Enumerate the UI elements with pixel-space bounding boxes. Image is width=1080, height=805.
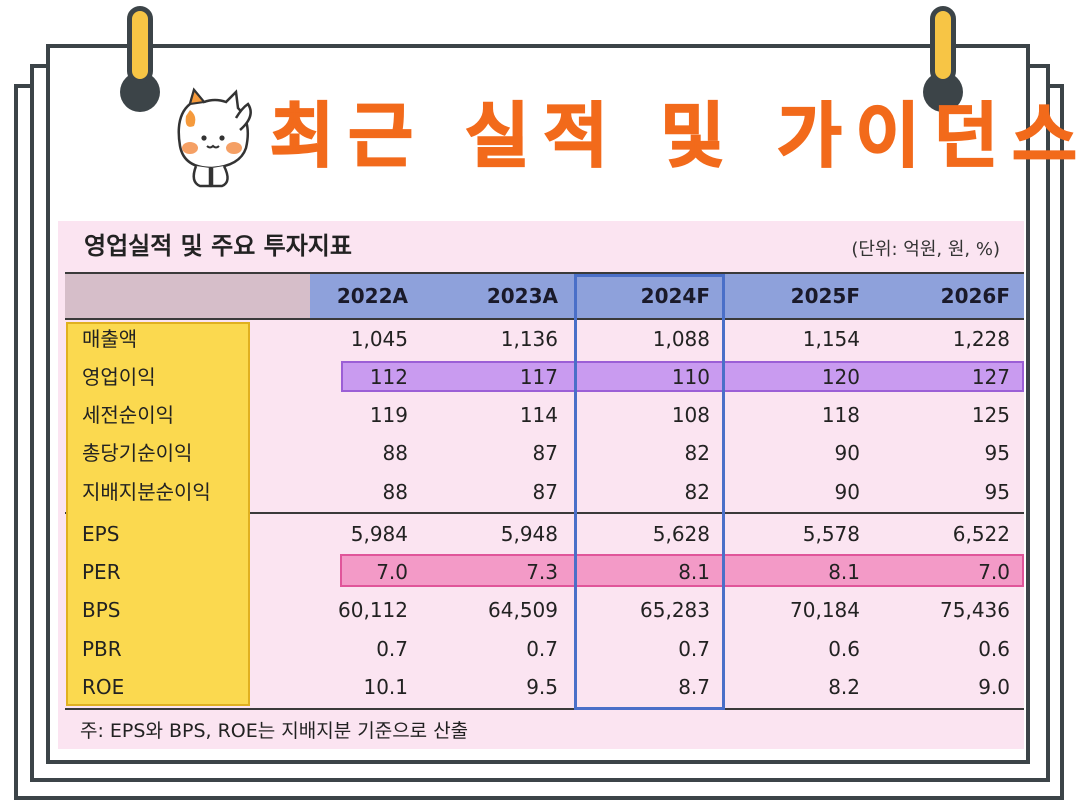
per-highlight [340, 554, 1024, 587]
top-rule [65, 272, 1024, 274]
row-label: 세전순이익 [82, 403, 174, 427]
row-label: 영업이익 [82, 365, 156, 389]
table-cell: 8.1 [828, 560, 860, 584]
table-cell: 82 [684, 480, 710, 504]
header-label-cell [65, 274, 310, 318]
table-cell: 70,184 [790, 598, 860, 622]
year-header: 2026F [940, 284, 1010, 308]
table-cell: 119 [369, 403, 408, 427]
table-cell: 8.2 [828, 675, 860, 699]
table-cell: 90 [834, 480, 860, 504]
table-cell: 9.5 [526, 675, 558, 699]
table-cell: 112 [369, 365, 408, 389]
year-header: 2023A [486, 284, 558, 308]
table-cell: 0.7 [678, 637, 710, 661]
table-cell: 95 [984, 480, 1010, 504]
label-column-highlight [66, 322, 250, 706]
cat-mascot-icon [177, 87, 252, 188]
table-cell: 1,045 [350, 327, 408, 351]
header-rule [65, 318, 1024, 320]
table-cell: 1,154 [802, 327, 860, 351]
row-label: PBR [82, 637, 122, 661]
current-year-box [574, 274, 725, 710]
table-cell: 90 [834, 441, 860, 465]
table-cell: 6,522 [952, 522, 1010, 546]
footnote: 주: EPS와 BPS, ROE는 지배지분 기준으로 산출 [80, 720, 469, 742]
table-cell: 5,578 [802, 522, 860, 546]
unit-note: (단위: 억원, 원, %) [851, 239, 1000, 260]
table-cell: 0.6 [828, 637, 860, 661]
row-label: 매출액 [82, 327, 138, 351]
row-label: 지배지분순이익 [82, 480, 211, 504]
table-cell: 7.0 [978, 560, 1010, 584]
table-cell: 114 [519, 403, 558, 427]
table-cell: 125 [971, 403, 1010, 427]
table-cell: 8.1 [678, 560, 710, 584]
bottom-rule [65, 708, 1024, 710]
table-cell: 5,948 [500, 522, 558, 546]
operating-profit-highlight [341, 361, 1024, 392]
binder-ring-icon [930, 6, 956, 84]
page-title: 최근 실적 및 가이던스 [269, 94, 1080, 178]
table-cell: 117 [519, 365, 558, 389]
table-cell: 1,088 [652, 327, 710, 351]
table-cell: 1,228 [952, 327, 1010, 351]
row-label: 총당기순이익 [82, 441, 193, 465]
table-cell: 8.7 [678, 675, 710, 699]
table-cell: 0.7 [376, 637, 408, 661]
binder-ring-icon [127, 6, 153, 84]
table-cell: 108 [671, 403, 710, 427]
table-cell: 64,509 [488, 598, 558, 622]
table-cell: 110 [671, 365, 710, 389]
year-header: 2022A [336, 284, 408, 308]
row-label: ROE [82, 675, 125, 699]
table-cell: 5,984 [350, 522, 408, 546]
table-cell: 95 [984, 441, 1010, 465]
table-cell: 5,628 [652, 522, 710, 546]
row-label: BPS [82, 598, 121, 622]
table-cell: 82 [684, 441, 710, 465]
table-cell: 87 [532, 441, 558, 465]
table-cell: 7.0 [376, 560, 408, 584]
table-cell: 0.6 [978, 637, 1010, 661]
row-label: EPS [82, 522, 120, 546]
year-header: 2025F [790, 284, 860, 308]
row-label: PER [82, 560, 121, 584]
table-title: 영업실적 및 주요 투자지표 [84, 232, 352, 260]
table-cell: 88 [382, 441, 408, 465]
table-cell: 0.7 [526, 637, 558, 661]
table-cell: 7.3 [526, 560, 558, 584]
table-cell: 65,283 [640, 598, 710, 622]
table-cell: 118 [821, 403, 860, 427]
table-cell: 88 [382, 480, 408, 504]
table-cell: 120 [821, 365, 860, 389]
table-cell: 60,112 [338, 598, 408, 622]
table-cell: 1,136 [500, 327, 558, 351]
table-cell: 9.0 [978, 675, 1010, 699]
year-header: 2024F [640, 284, 710, 308]
table-cell: 87 [532, 480, 558, 504]
table-cell: 75,436 [940, 598, 1010, 622]
table-cell: 127 [971, 365, 1010, 389]
header-years-band [310, 274, 1024, 318]
section-rule [65, 512, 1024, 514]
table-cell: 10.1 [363, 675, 408, 699]
